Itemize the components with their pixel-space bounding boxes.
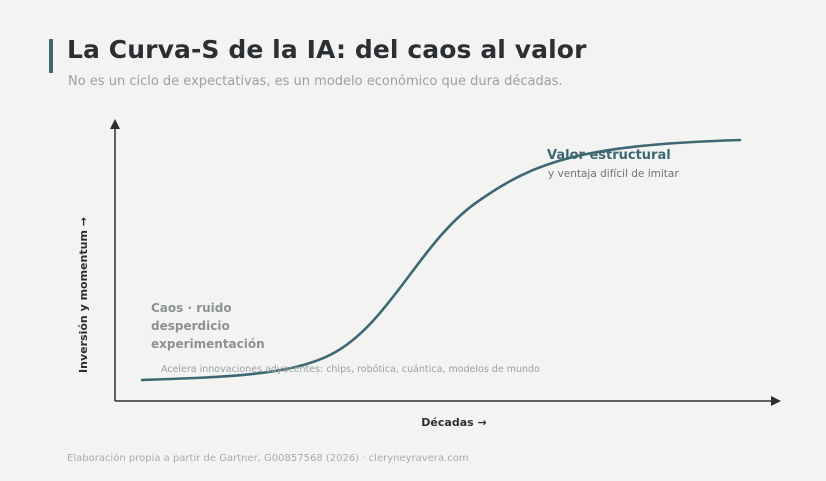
s-curve [140, 138, 742, 382]
y-axis-label: Inversión y momentum → [77, 217, 90, 373]
source-footer: Elaboración propia a partir de Gartner, … [67, 453, 469, 464]
value-subtitle: y ventaja difícil de imitar [548, 168, 679, 180]
chaos-label-line-2: desperdicio [151, 319, 230, 333]
adjacent-innovations-note: Acelera innovaciones adyacentes: chips, … [161, 364, 540, 375]
value-title: Valor estructural [547, 148, 671, 163]
x-axis-label: Décadas → [421, 416, 486, 429]
page-title: La Curva-S de la IA: del caos al valor [67, 35, 587, 64]
chaos-label-line-1: Caos · ruido [151, 301, 232, 315]
title-accent-bar [49, 39, 53, 73]
chaos-label-line-3: experimentación [151, 337, 265, 351]
page-subtitle: No es un ciclo de expectativas, es un mo… [68, 74, 563, 89]
